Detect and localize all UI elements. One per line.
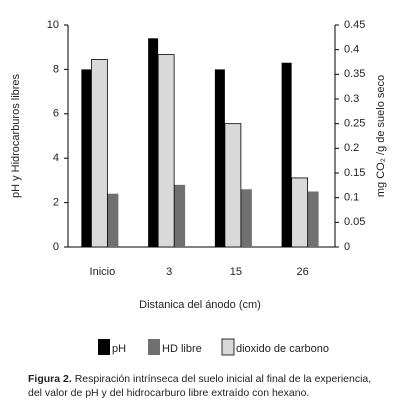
legend-swatch [98,339,110,355]
bar [291,177,309,248]
legend-label: HD libre [162,343,202,355]
y2-tick-label: 0.35 [344,68,365,80]
y-tick-label: 2 [53,197,59,209]
bar [107,193,119,247]
bar [157,54,175,248]
caption: Figura 2. Respiración intrínseca del sue… [28,372,388,400]
y2-tick-label: 0.05 [344,216,365,228]
x-tick-label: Inicio [90,266,116,278]
y2-tick-label: 0.2 [344,142,359,154]
bar [240,189,252,247]
caption-label: Figura 2. [28,373,72,385]
bar [214,69,225,248]
x-tick-label: 26 [297,266,309,278]
y-tick-label: 10 [47,19,59,31]
y2-tick-label: 0.15 [344,167,365,179]
legend-label: pH [112,343,126,355]
y-tick-label: 8 [53,63,59,75]
bar [81,69,92,248]
y2-tick-label: 0 [344,241,350,253]
legend-swatch [221,338,235,356]
y2-tick-label: 0.3 [344,93,359,105]
y2-tick-label: 0.45 [344,19,365,31]
y2-tick-label: 0.25 [344,118,365,130]
bar [224,123,242,248]
bar [307,191,319,247]
y-tick-label: 6 [53,108,59,120]
bar [281,62,292,247]
x-tick-label: 3 [166,266,172,278]
legend-label: dioxido de carbono [236,343,329,355]
y2-axis-label: mg CO₂ /g de suelo seco [375,75,387,197]
y2-tick-label: 0.1 [344,192,359,204]
x-axis-label: Distanica del ánodo (cm) [139,299,261,311]
chart: Distanica del ánodo (cm) pH y Hidrocarbu… [10,19,387,356]
x-tick-label: 15 [230,266,242,278]
caption-text: Respiración intrínseca del suelo inicial… [28,373,372,399]
bar [174,184,186,247]
y-tick-label: 0 [53,241,59,253]
legend-swatch [148,339,160,355]
y2-tick-label: 0.4 [344,44,359,56]
bar [148,38,159,247]
y-axis-label: pH y Hidrocarburos libres [10,73,22,198]
bar [90,59,108,248]
y-tick-label: 4 [53,152,59,164]
